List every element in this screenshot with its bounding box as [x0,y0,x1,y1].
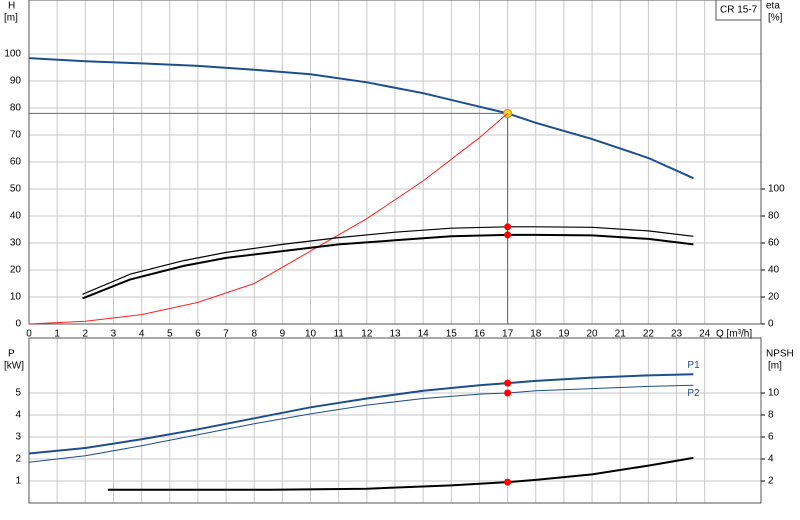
curve [82,233,694,300]
series-label: P2 [687,388,700,399]
y2-tick-label: 6 [768,432,774,443]
x-tick-label: 15 [446,329,458,340]
y-tick-label: 60 [10,157,22,168]
y-axis-unit: [kW] [4,361,24,372]
y2-tick-label: 8 [768,410,774,421]
curve [28,373,694,455]
y-axis-unit: [m] [4,13,18,24]
x-tick-label: 0 [26,329,32,340]
y2-axis-unit: [m] [768,361,782,372]
curve [28,384,694,463]
plot-frame [28,0,762,325]
y-tick-label: 0 [15,319,21,330]
x-tick-label: 6 [195,329,201,340]
y-tick-label: 4 [15,410,21,421]
x-tick-label: 9 [280,329,286,340]
duty-point [504,389,512,397]
x-tick-label: 23 [671,329,683,340]
x-tick-label: 24 [699,329,711,340]
x-tick-label: 20 [587,329,599,340]
curve [28,113,508,325]
y-tick-label: 90 [10,76,22,87]
y-tick-label: 3 [15,432,21,443]
x-tick-label: 13 [389,329,401,340]
y2-tick-label: 2 [768,476,774,487]
x-tick-label: 5 [167,329,173,340]
y2-tick-label: 40 [768,265,780,276]
x-tick-label: 14 [418,329,430,340]
x-tick-label: 10 [305,329,317,340]
x-tick-label: 7 [223,329,229,340]
x-tick-label: 4 [139,329,145,340]
duty-point [504,478,512,486]
y-tick-label: 2 [15,454,21,465]
y-tick-label: 70 [10,130,22,141]
curve [82,226,694,295]
x-tick-label: 2 [83,329,89,340]
x-tick-label: 19 [558,329,570,340]
y2-axis-label: eta [766,1,780,12]
x-tick-label: 18 [530,329,542,340]
y2-axis-label: NPSH [766,349,794,360]
duty-point [504,379,512,387]
y-tick-label: 1 [15,476,21,487]
y-tick-label: 40 [10,211,22,222]
y2-tick-label: 0 [768,319,774,330]
x-tick-label: 22 [643,329,655,340]
x-tick-label: 8 [251,329,257,340]
y2-tick-label: 80 [768,211,780,222]
plot-frame [28,337,762,504]
x-tick-label: 12 [361,329,373,340]
y-axis-label: P [8,349,15,360]
y2-axis-unit: [%] [768,13,783,24]
curve [28,57,694,180]
legend-label: CR 15-7 [720,5,758,16]
y2-tick-label: 60 [768,238,780,249]
y2-tick-label: 4 [768,454,774,465]
y-tick-label: 10 [10,292,22,303]
y-tick-label: 80 [10,103,22,114]
y-tick-label: 100 [4,49,21,60]
x-tick-label: 1 [54,329,60,340]
y2-tick-label: 10 [768,388,780,399]
y-axis-label: H [8,1,15,12]
y2-tick-label: 100 [768,184,785,195]
legend-box [715,0,762,21]
y-tick-label: 5 [15,388,21,399]
x-tick-label: 11 [333,329,344,340]
x-tick-label: 16 [474,329,486,340]
y-tick-label: 20 [10,265,22,276]
series-label: P1 [687,360,700,371]
x-tick-label: 3 [111,329,117,340]
x-axis-label: Q [m³/h] [716,329,752,340]
y2-tick-label: 20 [768,292,780,303]
x-tick-label: 17 [502,329,514,340]
y-tick-label: 30 [10,238,22,249]
y-tick-label: 50 [10,184,22,195]
duty-point [504,223,512,231]
duty-point [504,231,512,239]
x-tick-label: 21 [615,329,627,340]
